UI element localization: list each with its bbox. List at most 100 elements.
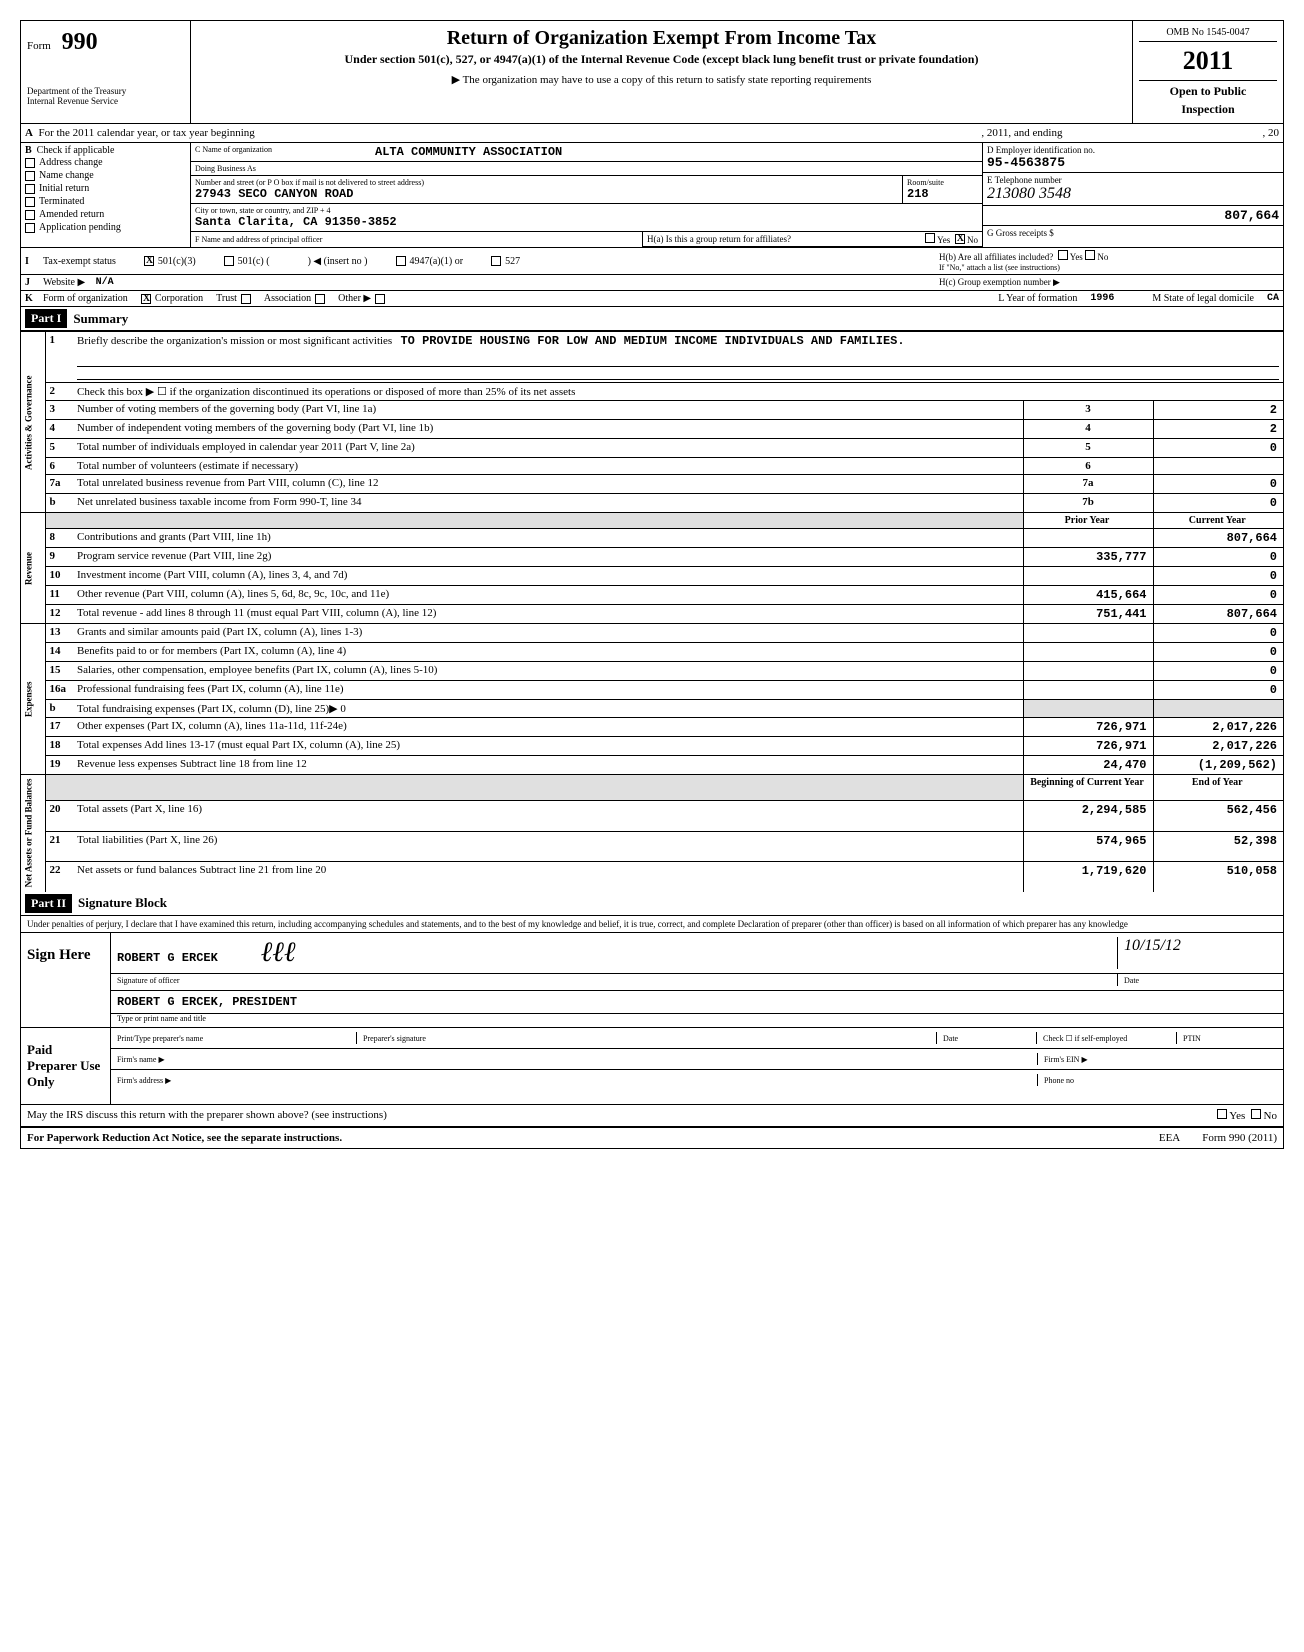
discuss-yes-box[interactable]: [1217, 1109, 1227, 1119]
ha-no-box[interactable]: [955, 234, 965, 244]
col-de: D Employer identification no.95-4563875 …: [983, 143, 1283, 247]
r22-py: 1,719,620: [1023, 862, 1153, 892]
r20-py: 2,294,585: [1023, 800, 1153, 831]
phone-handwritten: 213080 3548: [987, 185, 1279, 203]
r7a-text: Total unrelated business revenue from Pa…: [73, 475, 1023, 494]
r8-text: Contributions and grants (Part VIII, lin…: [73, 529, 1023, 548]
r19-py: 24,470: [1023, 756, 1153, 775]
check-4947[interactable]: [396, 256, 406, 266]
na-header2: End of Year: [1153, 775, 1283, 801]
row-i: I Tax-exempt status 501(c)(3) 501(c) ( )…: [21, 248, 1283, 275]
part1-label: Summary: [73, 311, 128, 327]
line1-text: Briefly describe the organization's miss…: [77, 335, 392, 347]
gross-receipts-amt: 807,664: [1224, 208, 1279, 223]
check-amended[interactable]: [25, 210, 35, 220]
check-initial-return[interactable]: [25, 184, 35, 194]
street-address: 27943 SECO CANYON ROAD: [195, 187, 898, 201]
r14-py: [1023, 643, 1153, 662]
check-other[interactable]: [375, 294, 385, 304]
r12-cy: 807,664: [1153, 605, 1283, 624]
r6-box: 6: [1023, 458, 1153, 475]
summary-table: Activities & Governance 1 Briefly descri…: [21, 331, 1283, 892]
part2-label: Signature Block: [78, 895, 167, 911]
city-label: City or town, state or country, and ZIP …: [195, 206, 397, 215]
check-address-change[interactable]: [25, 158, 35, 168]
check-label-0: Address change: [39, 157, 103, 168]
r13-cy: 0: [1153, 624, 1283, 643]
r21-num: 21: [45, 831, 73, 862]
opt-insert: ) ◀ (insert no ): [308, 256, 368, 267]
r20-text: Total assets (Part X, line 16): [73, 800, 1023, 831]
col-b-checks: B Check if applicable Address change Nam…: [21, 143, 191, 247]
ha-no: No: [967, 235, 978, 245]
r10-cy: 0: [1153, 567, 1283, 586]
hb-no-box[interactable]: [1085, 250, 1095, 260]
r16b-text: Total fundraising expenses (Part IX, col…: [73, 700, 1023, 718]
check-501c[interactable]: [224, 256, 234, 266]
side-activities: Activities & Governance: [21, 332, 45, 513]
ptin-label: PTIN: [1183, 1034, 1201, 1043]
part1-header: Part I: [25, 309, 67, 328]
check-501c3[interactable]: [144, 256, 154, 266]
opt-assoc: Association: [264, 293, 311, 304]
r22-num: 22: [45, 862, 73, 892]
check-assoc[interactable]: [315, 294, 325, 304]
r3-box: 3: [1023, 401, 1153, 420]
sign-here-row: Sign Here ROBERT G ERCEK ℓℓℓ 10/15/12 Si…: [21, 933, 1283, 1027]
discuss-yes: Yes: [1229, 1110, 1245, 1122]
r13-py: [1023, 624, 1153, 643]
r11-cy: 0: [1153, 586, 1283, 605]
r13-num: 13: [45, 624, 73, 643]
perjury-text: Under penalties of perjury, I declare th…: [21, 916, 1283, 933]
state-domicile-label: M State of legal domicile: [1152, 293, 1254, 304]
row-a-text2: , 2011, and ending: [981, 127, 1062, 139]
r15-text: Salaries, other compensation, employee b…: [73, 662, 1023, 681]
r20-cy: 562,456: [1153, 800, 1283, 831]
hb-yes-box[interactable]: [1058, 250, 1068, 260]
check-application-pending[interactable]: [25, 223, 35, 233]
line1-num: 1: [45, 332, 73, 383]
mission-text: TO PROVIDE HOUSING FOR LOW AND MEDIUM IN…: [400, 334, 904, 348]
check-trust[interactable]: [241, 294, 251, 304]
form-number-box: Form 990 Department of the Treasury Inte…: [21, 21, 191, 123]
r12-num: 12: [45, 605, 73, 624]
r17-num: 17: [45, 718, 73, 737]
r6-num: 6: [45, 458, 73, 475]
sig-officer-label: Signature of officer: [117, 976, 180, 985]
r19-text: Revenue less expenses Subtract line 18 f…: [73, 756, 1023, 775]
year-formation-label: L Year of formation: [998, 293, 1077, 304]
r19-num: 19: [45, 756, 73, 775]
sign-date: 10/15/12: [1124, 937, 1181, 954]
dba-label: Doing Business As: [195, 164, 375, 173]
cy-header: Current Year: [1153, 513, 1283, 529]
ha-yes-box[interactable]: [925, 233, 935, 243]
r11-num: 11: [45, 586, 73, 605]
phone-label: Phone no: [1044, 1076, 1074, 1085]
check-527[interactable]: [491, 256, 501, 266]
r18-cy: 2,017,226: [1153, 737, 1283, 756]
r5-text: Total number of individuals employed in …: [73, 439, 1023, 458]
r9-py: 335,777: [1023, 548, 1153, 567]
r9-text: Program service revenue (Part VIII, line…: [73, 548, 1023, 567]
r10-text: Investment income (Part VIII, column (A)…: [73, 567, 1023, 586]
r9-num: 9: [45, 548, 73, 567]
r14-cy: 0: [1153, 643, 1283, 662]
na-header1: Beginning of Current Year: [1023, 775, 1153, 801]
r20-num: 20: [45, 800, 73, 831]
check-name-change[interactable]: [25, 171, 35, 181]
check-terminated[interactable]: [25, 197, 35, 207]
r4-text: Number of independent voting members of …: [73, 420, 1023, 439]
r4-box: 4: [1023, 420, 1153, 439]
r16a-text: Professional fundraising fees (Part IX, …: [73, 681, 1023, 700]
f-label: F Name and address of principal officer: [195, 235, 322, 244]
r7a-val: 0: [1153, 475, 1283, 494]
d-label: D Employer identification no.: [987, 145, 1095, 155]
check-corporation[interactable]: [141, 294, 151, 304]
py-header: Prior Year: [1023, 513, 1153, 529]
r8-py: [1023, 529, 1153, 548]
discuss-no-box[interactable]: [1251, 1109, 1261, 1119]
paperwork-notice: For Paperwork Reduction Act Notice, see …: [27, 1132, 342, 1144]
r3-val: 2: [1153, 401, 1283, 420]
footer-row: For Paperwork Reduction Act Notice, see …: [21, 1126, 1283, 1148]
r4-val: 2: [1153, 420, 1283, 439]
